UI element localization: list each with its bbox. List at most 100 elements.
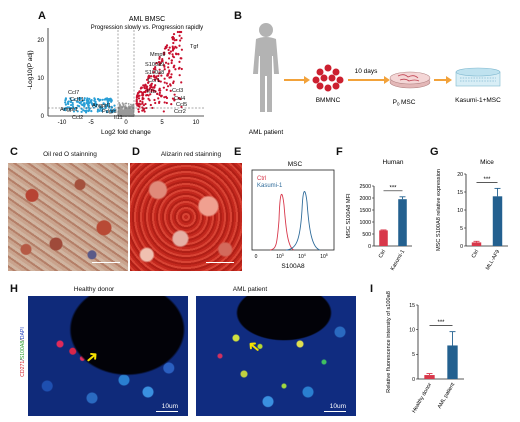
volcano-point-up: [158, 68, 161, 71]
volcano-point-up: [138, 90, 141, 93]
volcano-point-up: [135, 98, 138, 101]
volcano-point-up: [147, 97, 150, 100]
volcano-point-down: [70, 99, 73, 102]
volcano-point-up: [175, 46, 178, 49]
gene-label: Ccr2: [174, 109, 186, 115]
gene-label: Il1b: [147, 89, 156, 95]
volcano-point-up: [180, 57, 183, 60]
volcano-point-up: [156, 78, 160, 81]
volcano-point-up: [144, 89, 148, 92]
volcano-point-ns: [126, 111, 129, 113]
fluor-ylabel-sep: /: [20, 339, 26, 341]
volcano-point-up: [151, 106, 154, 110]
bar: [424, 375, 435, 379]
volcano-point-down: [90, 98, 93, 102]
panel-letter-d: D: [132, 146, 140, 158]
volcano-point-up: [155, 62, 158, 65]
patient-label: AML patient: [249, 129, 284, 136]
volcano-point-up: [165, 82, 168, 85]
aml-patient-title: AML patient: [232, 286, 268, 293]
fluor-ylabel-sep: /: [20, 359, 26, 361]
volcano-point-up: [168, 70, 171, 73]
bar-ytick-label: 2000: [359, 196, 371, 202]
volcano-point-up: [172, 56, 176, 59]
volcano-point-up: [171, 97, 175, 100]
volcano-point-ns: [118, 112, 121, 115]
volcano-point-down: [68, 108, 71, 111]
volcano-point-down: [83, 109, 86, 112]
gene-label: Pdgfd: [102, 109, 117, 115]
volcano-point-up: [174, 68, 177, 71]
volcano-point-ns: [127, 103, 130, 105]
gene-label: Ccl2: [72, 115, 83, 121]
volcano-point-up: [167, 48, 170, 52]
flow-xlabel: S100A8: [281, 263, 305, 270]
volcano-point-down: [64, 101, 67, 104]
flow-xtick-base: 10: [298, 254, 304, 260]
days-label: 10 days: [355, 68, 379, 75]
gene-label: Il11: [114, 115, 123, 121]
volcano-point-up: [137, 97, 141, 100]
volcano-point-up: [136, 102, 139, 105]
volcano-point-up: [160, 95, 163, 98]
volcano-point-up: [179, 97, 182, 101]
gene-label: Ccl5: [176, 102, 187, 108]
flow-title: MSC: [288, 161, 303, 168]
panel-letter-e: E: [234, 146, 242, 158]
volcano-point-up: [171, 49, 175, 52]
p0-text: P: [393, 99, 397, 106]
volcano-point-ns: [118, 101, 120, 104]
volcano-point-up: [150, 75, 153, 78]
volcano-point-up: [173, 93, 176, 96]
volcano-point-up: [163, 81, 166, 84]
volcano-point-up: [143, 86, 146, 89]
volcano-point-up: [177, 52, 180, 56]
volcano-point-up: [135, 100, 138, 103]
volcano-point-up: [157, 74, 160, 77]
volcano-point-ns: [121, 102, 124, 105]
gene-label: Ccl7: [68, 90, 79, 96]
flow-legend-kasumi: Kasumi-1: [257, 183, 283, 189]
bar-ytick-label: 1000: [359, 220, 371, 226]
bar-ytick-label: 0: [368, 244, 371, 250]
volcano-point-up: [141, 93, 144, 96]
volcano-point-ns: [127, 106, 130, 109]
volcano-xtick: 0: [124, 120, 128, 126]
volcano-point-up: [137, 108, 140, 111]
volcano-point-down: [95, 103, 98, 106]
volcano-point-up: [143, 110, 146, 113]
volcano-point-down: [80, 100, 83, 104]
scale-bar: [92, 261, 120, 263]
volcano-point-up: [159, 89, 162, 92]
volcano-point-down: [100, 109, 104, 112]
volcano-subtitle: Progression slowly vs. Progression rapid…: [91, 25, 203, 31]
volcano-point-down: [85, 101, 88, 104]
volcano-point-up: [154, 66, 157, 69]
volcano-point-up: [175, 38, 178, 42]
arrow-icon: [434, 76, 452, 84]
arrow-icon: ➜: [81, 346, 103, 369]
volcano-ytick: 10: [37, 76, 44, 82]
volcano-point-down: [102, 102, 105, 105]
aml-patient-fluorescence: ➜ 10um: [196, 296, 356, 416]
volcano-point-down: [88, 97, 91, 100]
volcano-point-up: [173, 39, 176, 42]
volcano-point-up: [167, 66, 170, 69]
alizarin-red-image: [130, 163, 242, 271]
fluor-ylabel-blue: DAPI: [20, 327, 26, 340]
volcano-point-up: [170, 61, 173, 65]
volcano-point-down: [75, 100, 78, 103]
bar-category-label: Ctrl: [471, 249, 480, 259]
panel-letter-f: F: [336, 146, 343, 158]
volcano-point-up: [144, 102, 147, 106]
volcano-point-up: [158, 55, 161, 59]
bmmnc-cells-icon: [312, 64, 344, 92]
volcano-point-up: [142, 108, 145, 112]
arrow-icon: [284, 76, 310, 84]
bar-ytick-label: 5: [412, 352, 415, 358]
gene-label: S100a8: [145, 70, 164, 76]
volcano-point-up: [172, 66, 175, 69]
volcano-point-down: [98, 109, 101, 113]
volcano-point-down: [85, 106, 88, 110]
scale-bar: [324, 410, 346, 412]
